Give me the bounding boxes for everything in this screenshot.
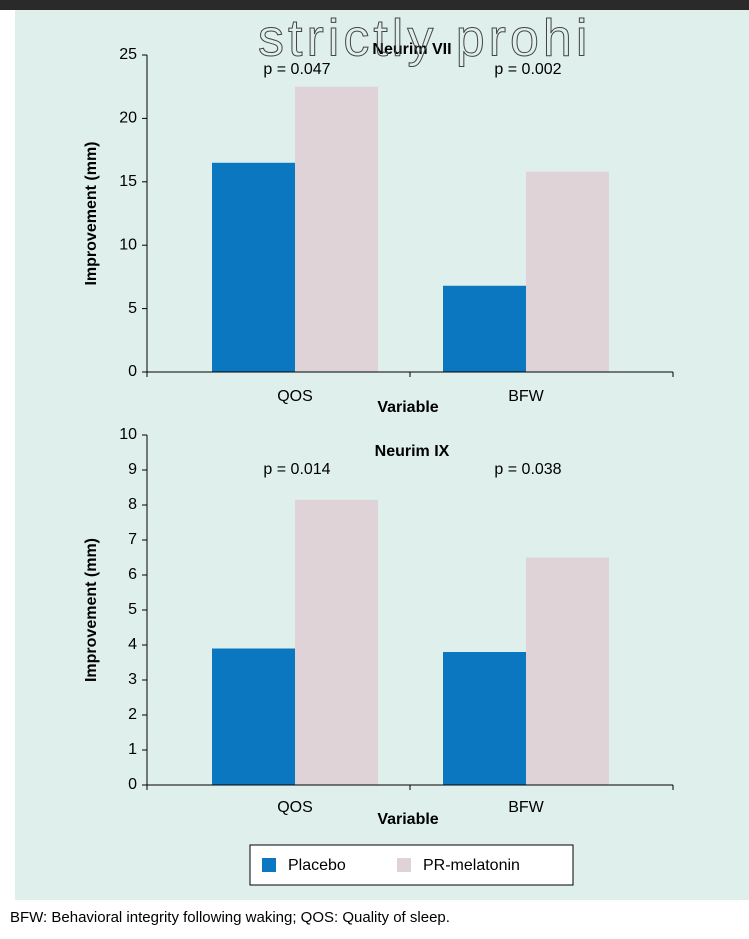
legend-box (249, 844, 574, 886)
p-value: p = 0.047 (263, 61, 330, 78)
y-tick-label: 25 (119, 46, 137, 63)
x-axis-label: Variable (377, 399, 438, 416)
x-tick-label: BFW (508, 388, 544, 405)
panel (15, 10, 749, 900)
bar (526, 557, 609, 785)
chart-title: Neurim VII (372, 41, 451, 58)
x-axis-label: Variable (377, 811, 438, 828)
y-tick-label: 2 (128, 706, 137, 723)
y-tick-label: 7 (128, 531, 137, 548)
legend-swatch (262, 858, 276, 872)
y-axis-label: Improvement (mm) (83, 141, 100, 285)
bar (443, 652, 526, 785)
bar (212, 162, 295, 372)
watermark: strictly prohi (258, 10, 591, 68)
bar (212, 648, 295, 785)
legend-label: Placebo (288, 857, 346, 874)
caption: BFW: Behavioral integrity following waki… (10, 909, 450, 926)
y-tick-label: 5 (128, 601, 137, 618)
y-tick-label: 6 (128, 566, 137, 583)
y-tick-label: 9 (128, 461, 137, 478)
y-tick-label: 4 (128, 636, 137, 653)
bar (295, 86, 378, 372)
y-tick-label: 8 (128, 496, 137, 513)
bar (526, 171, 609, 372)
y-axis-label: Improvement (mm) (83, 538, 100, 682)
p-value: p = 0.038 (494, 461, 561, 478)
x-tick-label: QOS (277, 388, 313, 405)
top-bar (0, 0, 749, 10)
y-tick-label: 10 (119, 236, 137, 253)
p-value: p = 0.002 (494, 61, 561, 78)
y-tick-label: 20 (119, 110, 137, 127)
y-tick-label: 5 (128, 300, 137, 317)
p-value: p = 0.014 (263, 461, 330, 478)
y-tick-label: 15 (119, 173, 137, 190)
x-tick-label: QOS (277, 799, 313, 816)
y-tick-label: 10 (119, 426, 137, 443)
bar (295, 499, 378, 785)
y-tick-label: 0 (128, 363, 137, 380)
x-tick-label: BFW (508, 799, 544, 816)
legend-label: PR-melatonin (423, 857, 520, 874)
chart-title: Neurim IX (375, 443, 450, 460)
y-tick-label: 3 (128, 671, 137, 688)
y-tick-label: 0 (128, 776, 137, 793)
legend-swatch (397, 858, 411, 872)
y-tick-label: 1 (128, 741, 137, 758)
bar (443, 285, 526, 372)
